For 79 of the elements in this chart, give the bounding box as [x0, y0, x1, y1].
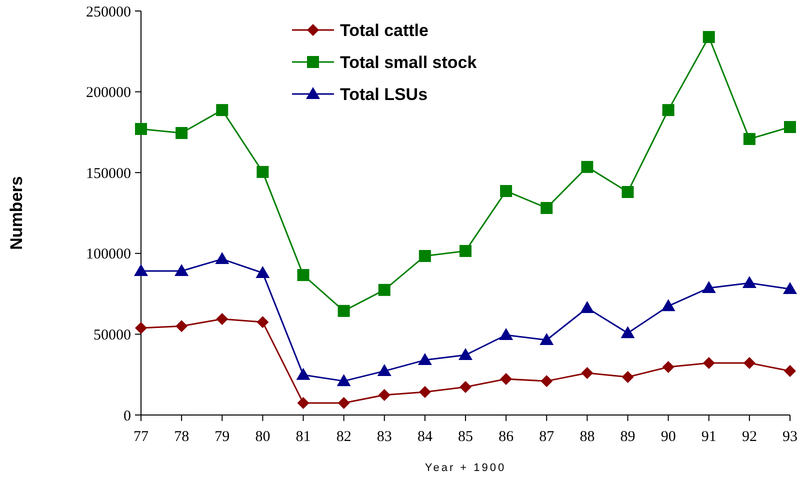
point — [580, 301, 594, 314]
y-tick-label: 0 — [124, 408, 131, 424]
point — [215, 252, 230, 264]
point — [500, 372, 512, 385]
y-tick-label: 200000 — [86, 85, 131, 102]
point — [297, 397, 310, 410]
x-tick-label: 92 — [742, 429, 757, 445]
point — [297, 269, 310, 282]
point — [256, 316, 269, 328]
point — [784, 365, 796, 378]
point — [216, 313, 228, 326]
point — [783, 282, 797, 294]
point — [296, 368, 310, 380]
x-tick-label: 77 — [134, 429, 149, 445]
point — [418, 386, 431, 398]
point — [135, 322, 147, 334]
x-tick-label: 85 — [458, 429, 473, 445]
point — [540, 375, 553, 388]
y-tick-label: 100000 — [86, 246, 131, 263]
x-tick-label: 89 — [620, 429, 636, 445]
point — [377, 364, 392, 376]
point — [458, 348, 472, 360]
point — [622, 371, 634, 384]
x-tick-label: 80 — [255, 429, 270, 445]
point — [174, 264, 189, 276]
x-tick-label: 81 — [296, 429, 311, 445]
point — [378, 284, 390, 296]
x-tick-label: 78 — [174, 429, 190, 445]
legend-label: Total LSUs — [340, 84, 428, 104]
x-tick-label: 83 — [376, 429, 392, 445]
x-axis-title: Year + 1900 — [424, 462, 506, 474]
point — [540, 202, 553, 214]
point — [176, 320, 188, 332]
x-tick-label: 91 — [701, 429, 716, 445]
point — [662, 104, 674, 116]
y-tick-label: 250000 — [86, 4, 131, 20]
point — [500, 185, 512, 198]
point — [460, 381, 472, 394]
point — [134, 264, 148, 276]
point — [622, 186, 634, 198]
point — [743, 132, 756, 145]
point — [702, 280, 716, 293]
point — [338, 304, 350, 317]
x-tick-label: 82 — [336, 429, 352, 445]
point — [418, 353, 432, 366]
point — [256, 266, 270, 278]
point — [216, 104, 228, 116]
point — [662, 361, 674, 374]
point — [581, 366, 594, 379]
point — [338, 397, 350, 410]
point — [661, 299, 676, 312]
point — [620, 326, 635, 338]
point — [784, 121, 796, 134]
point — [702, 356, 715, 369]
y-tick-label: 150000 — [86, 166, 131, 182]
point — [499, 328, 514, 340]
point — [581, 160, 594, 173]
x-tick-label: 87 — [539, 429, 555, 445]
x-tick-label: 90 — [660, 429, 676, 445]
legend-label: Total cattle — [340, 20, 428, 40]
point — [336, 374, 351, 386]
y-tick-label: 50000 — [94, 327, 131, 344]
point — [418, 250, 431, 262]
y-axis-title: Numbers — [7, 176, 26, 250]
x-tick-label: 84 — [417, 429, 433, 445]
point — [256, 166, 269, 178]
point — [135, 122, 147, 135]
point — [460, 244, 472, 257]
x-tick-label: 86 — [498, 429, 514, 445]
x-tick-label: 93 — [782, 429, 798, 445]
x-tick-label: 88 — [580, 429, 595, 445]
point — [540, 333, 554, 346]
point — [176, 127, 188, 140]
point — [742, 276, 756, 288]
point — [743, 356, 756, 369]
point — [702, 31, 715, 44]
x-tick-label: 79 — [214, 429, 230, 445]
point — [378, 388, 390, 401]
legend-label: Total small stock — [340, 52, 478, 72]
